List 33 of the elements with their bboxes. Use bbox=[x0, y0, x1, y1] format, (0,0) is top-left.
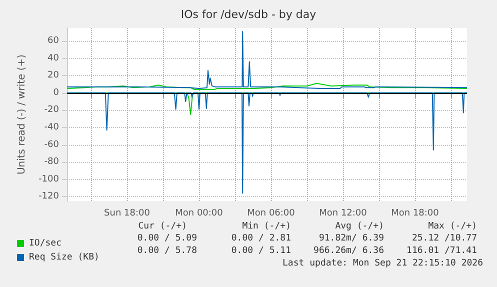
y-tick-label: 20 bbox=[48, 70, 60, 81]
text: 91.82m/ 6.39 bbox=[318, 234, 384, 244]
text: Cur (-/+) bbox=[138, 222, 187, 232]
line-series bbox=[66, 30, 468, 90]
y-tick-label: 60 bbox=[48, 36, 60, 46]
x-tick-label: Sun 18:00 bbox=[104, 208, 150, 218]
text: Max (-/+) bbox=[428, 222, 477, 232]
y-tick-label: -120 bbox=[38, 192, 60, 202]
text: 0.00 / 5.09 bbox=[137, 234, 197, 244]
x-tick-label: Mon 06:00 bbox=[247, 208, 296, 218]
y-tick-label: 40 bbox=[48, 53, 60, 64]
y-tick-label: 0 bbox=[53, 88, 60, 98]
y-tick-label: -100 bbox=[38, 174, 60, 184]
text: Last update: Mon Sep 21 22:15:10 2026 bbox=[282, 258, 483, 268]
text: 116.01 /71.41 bbox=[406, 246, 477, 256]
y-tick-label: -60 bbox=[44, 140, 60, 150]
y-axis-title: Units read (-) / write (+) bbox=[16, 54, 28, 175]
y-tick-label: -20 bbox=[44, 105, 60, 116]
text: 0.00 / 5.11 bbox=[231, 246, 291, 256]
legend-label: IO/sec bbox=[29, 238, 62, 248]
text: 0.00 / 2.81 bbox=[231, 234, 291, 244]
chart-title: IOs for /dev/sdb - by day bbox=[180, 8, 317, 21]
text: 966.26m/ 6.36 bbox=[314, 246, 384, 256]
legend-label: Req Size (KB) bbox=[29, 252, 100, 262]
x-tick-label: Mon 18:00 bbox=[391, 208, 440, 218]
y-tick-label: -40 bbox=[44, 122, 60, 132]
y-tick-label: -80 bbox=[44, 157, 60, 168]
x-tick-label: Mon 12:00 bbox=[319, 208, 368, 218]
x-tick-label: Mon 00:00 bbox=[175, 208, 224, 218]
text: 0.00 / 5.78 bbox=[137, 246, 197, 256]
text: Avg (-/+) bbox=[335, 222, 384, 232]
text: Min (-/+) bbox=[242, 222, 291, 232]
text: 25.12 /10.77 bbox=[412, 234, 477, 244]
